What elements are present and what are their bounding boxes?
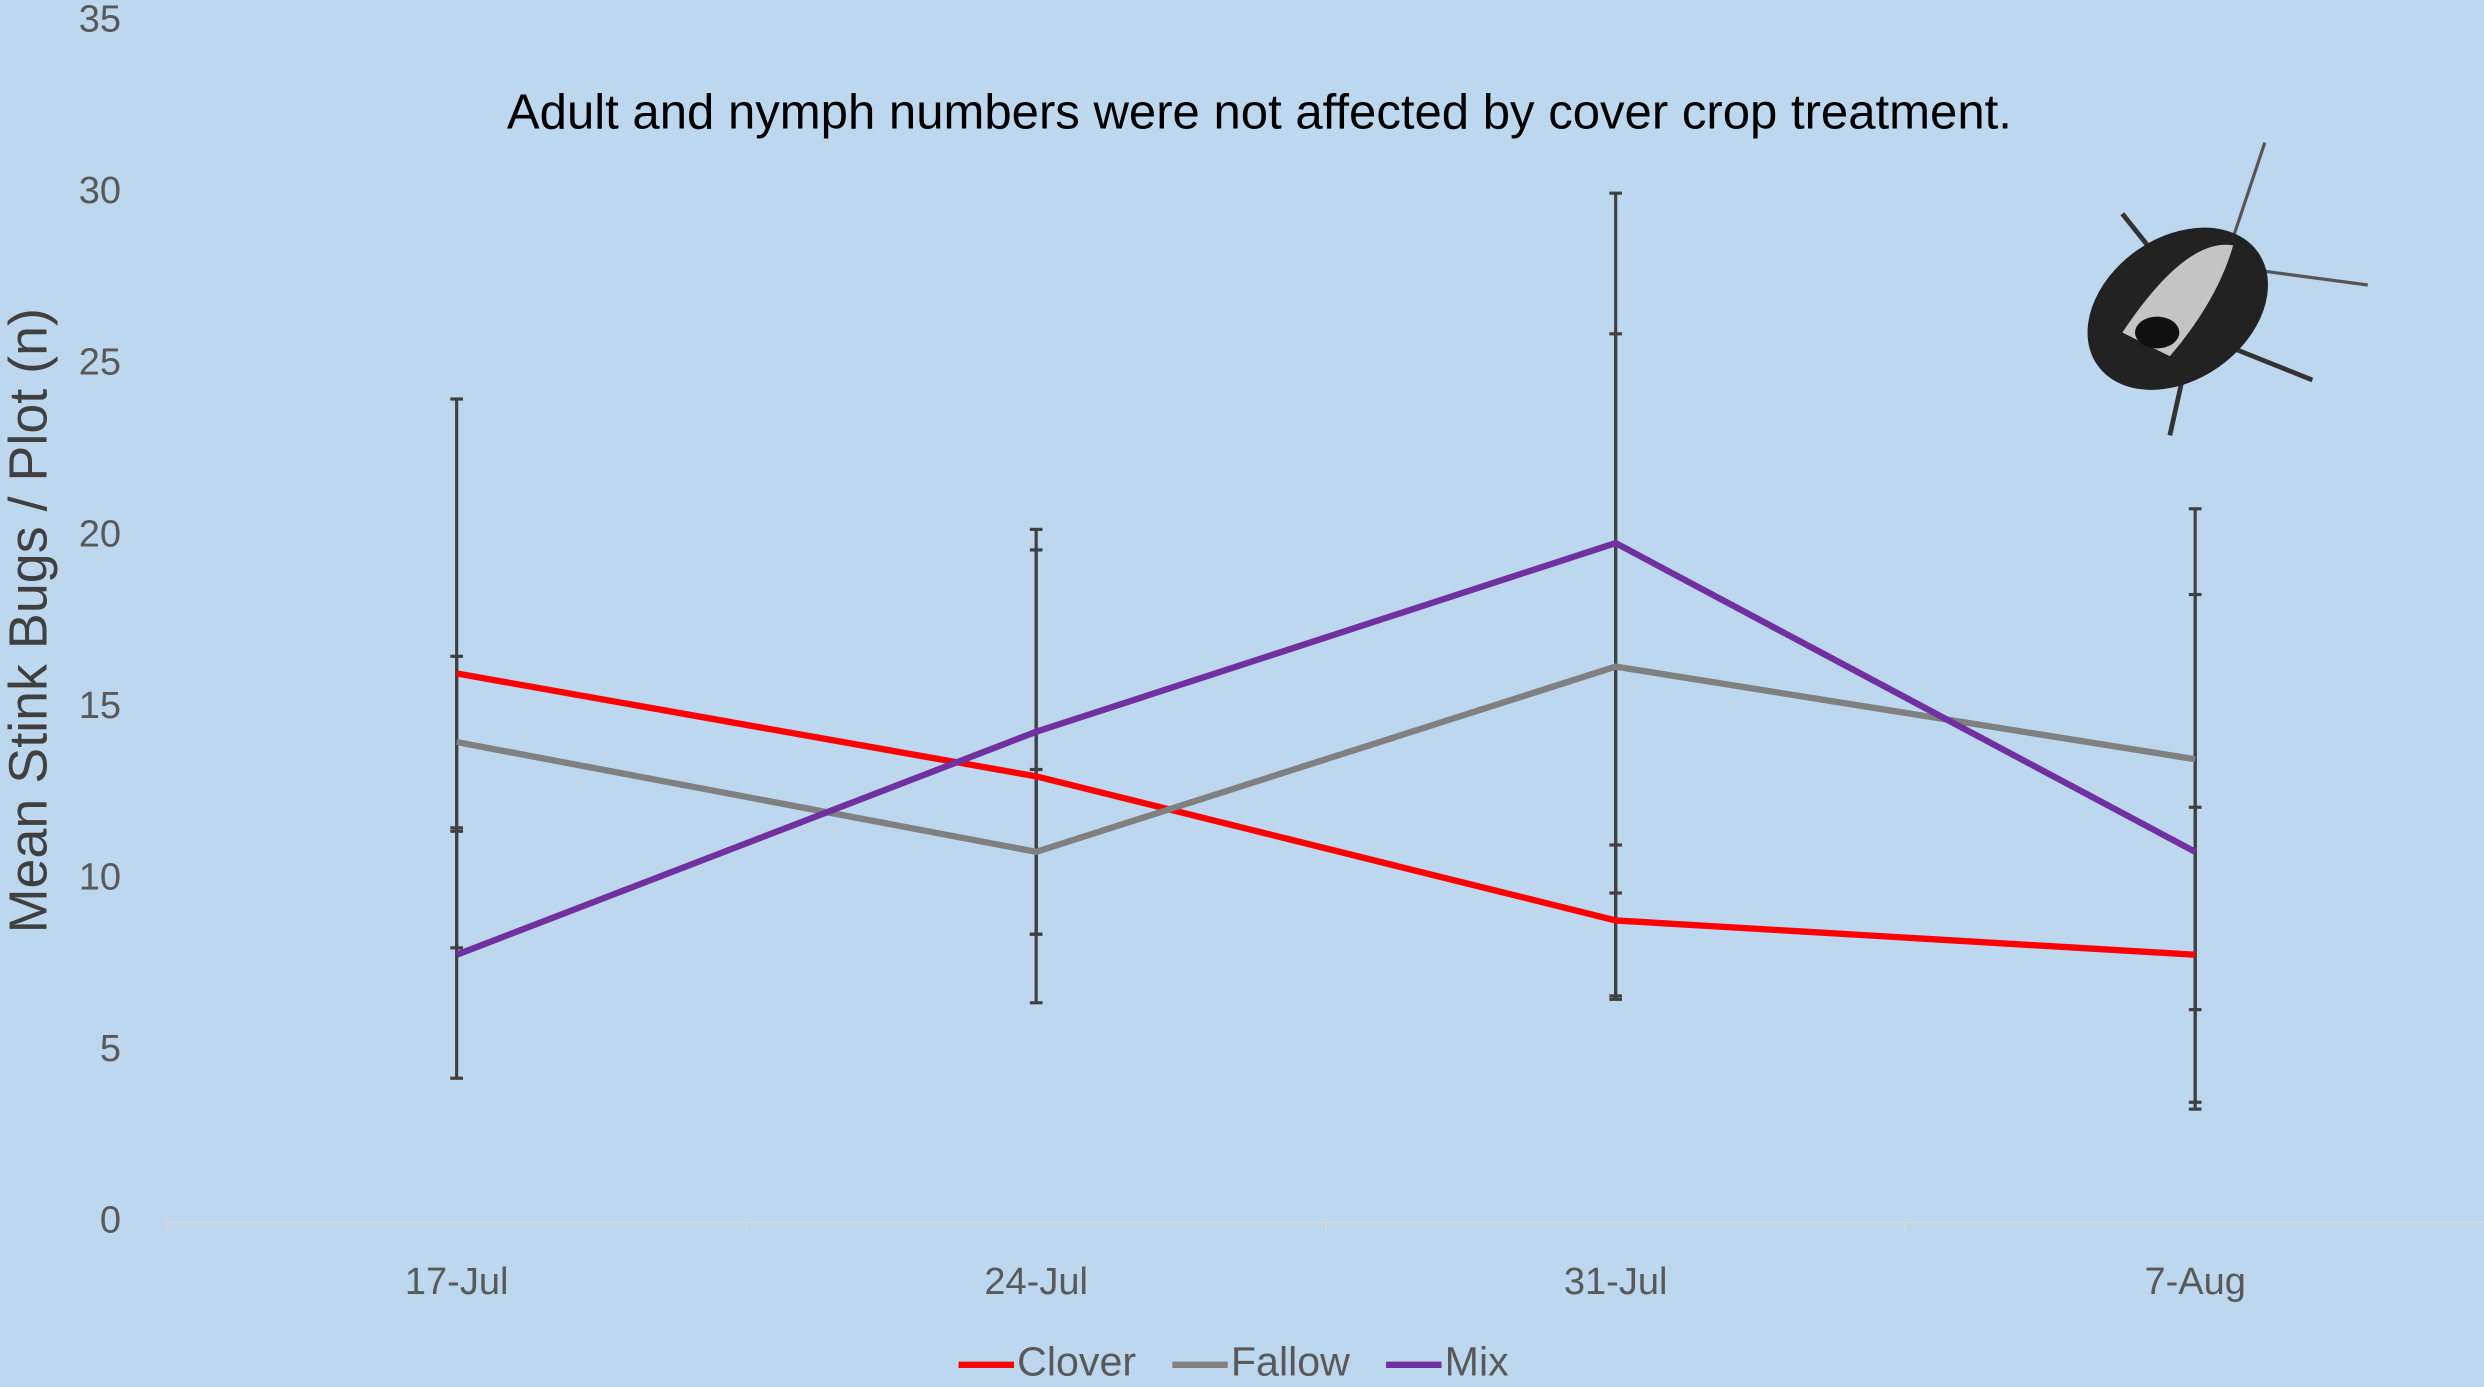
x-tick-label: 17-Jul [405, 1261, 509, 1303]
series-line [455, 539, 2197, 958]
series-line [456, 663, 2196, 856]
bug-illustration [2087, 141, 2368, 436]
y-axis-label: Mean Stink Bugs / Plot (n) [0, 308, 59, 933]
y-tick-label: 0 [100, 1199, 121, 1241]
x-tick-label: 24-Jul [984, 1261, 1087, 1303]
chart-title: Adult and nymph numbers were not affecte… [507, 86, 2012, 140]
y-tick-label: 15 [79, 685, 121, 727]
x-tick-label: 31-Jul [1564, 1261, 1668, 1303]
y-tick-label: 35 [79, 0, 121, 41]
y-tick-label: 30 [79, 170, 121, 212]
legend-label: Mix [1445, 1339, 1509, 1385]
legend-label: Fallow [1231, 1339, 1350, 1385]
x-tick-label: 7-Aug [2144, 1261, 2245, 1303]
y-tick-label: 25 [79, 342, 121, 384]
y-tick-label: 20 [79, 513, 121, 555]
legend-label: Clover [1017, 1339, 1136, 1385]
y-tick-label: 5 [100, 1028, 121, 1070]
y-tick-label: 10 [79, 856, 121, 898]
series-line [456, 670, 2196, 958]
